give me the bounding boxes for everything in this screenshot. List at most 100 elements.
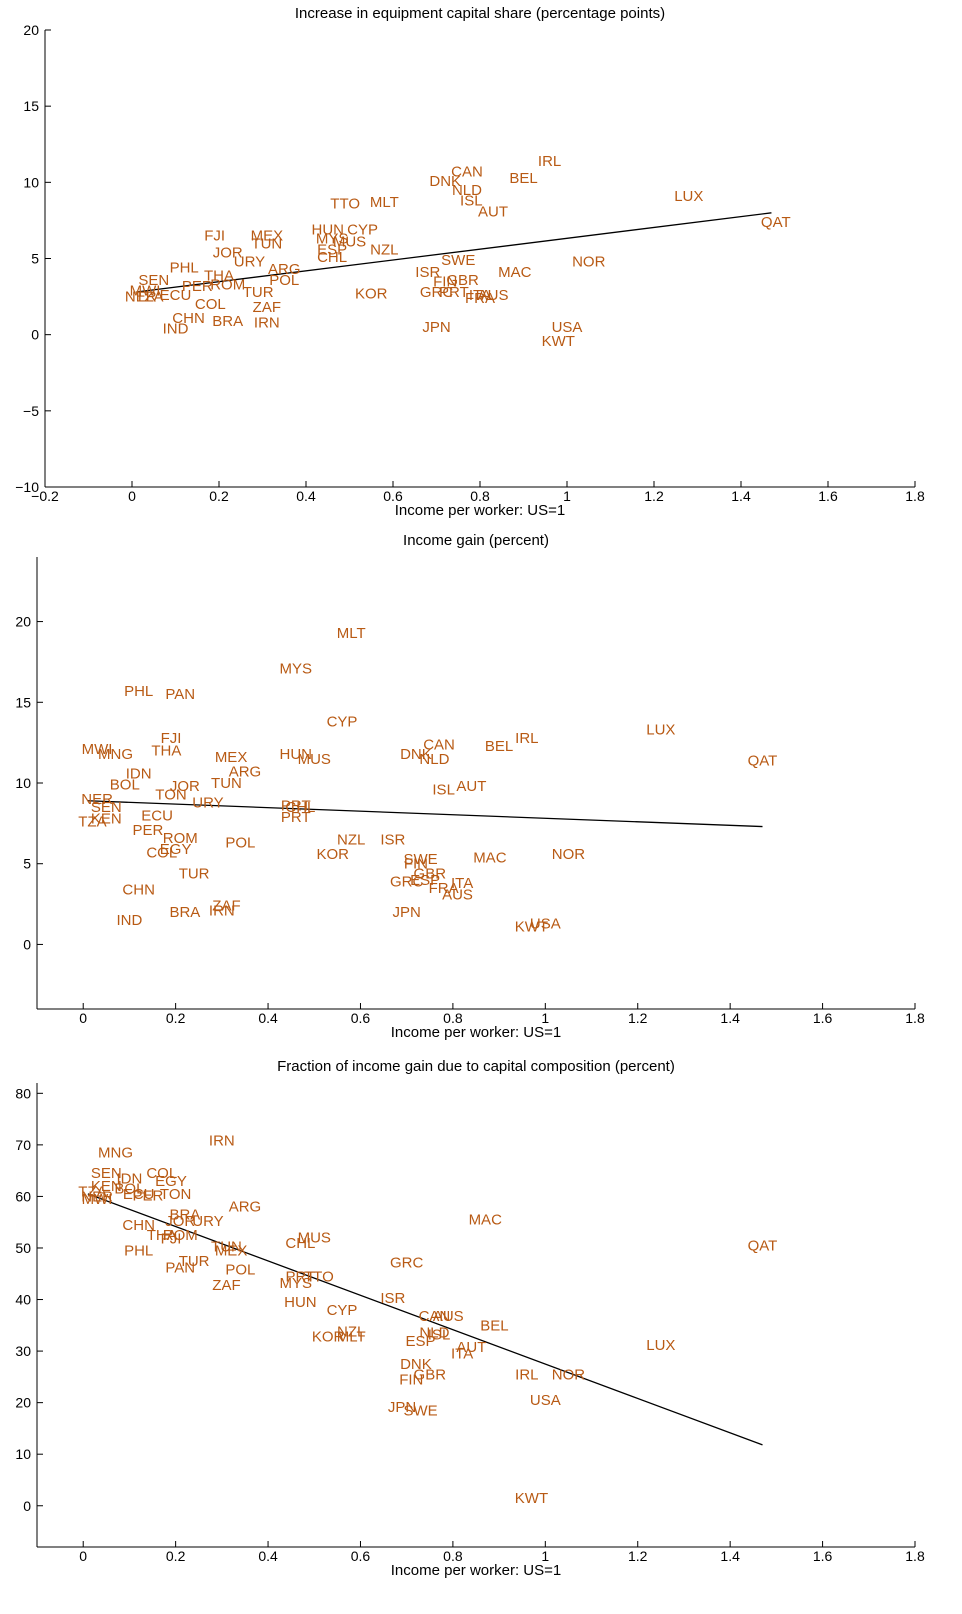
data-point-irn: IRN — [209, 903, 235, 920]
data-point-hun: HUN — [284, 1294, 317, 1311]
x-tick-label: 1.4 — [720, 1548, 740, 1564]
data-point-mac: MAC — [473, 849, 507, 866]
data-point-bra: BRA — [169, 904, 200, 921]
data-point-kwt: KWT — [515, 919, 548, 936]
data-point-grc: GRC — [390, 1254, 424, 1271]
data-point-bel: BEL — [480, 1317, 508, 1334]
x-tick-label: 0.2 — [209, 488, 229, 504]
data-point-arg: ARG — [268, 261, 301, 278]
data-point-nzl: NZL — [337, 1323, 365, 1340]
x-tick-label: 0 — [79, 1010, 87, 1026]
data-point-per: PER — [132, 822, 163, 839]
data-point-ita: ITA — [469, 287, 491, 304]
fit-line — [136, 212, 772, 293]
x-tick-label: 0 — [128, 488, 136, 504]
data-point-aut: AUT — [456, 778, 486, 795]
data-point-fin: FIN — [404, 856, 428, 873]
data-point-ita: ITA — [451, 875, 473, 892]
data-point-isr: ISR — [380, 832, 405, 849]
y-tick-label: 50 — [15, 1240, 31, 1256]
data-point-arg: ARG — [229, 764, 262, 781]
x-tick-label: 0.6 — [383, 488, 403, 504]
data-point-tur: TUR — [179, 865, 210, 882]
data-point-bel: BEL — [485, 738, 513, 755]
data-point-esp: ESP — [406, 1333, 436, 1350]
data-point-tha: THA — [204, 267, 234, 284]
data-point-ind: IND — [163, 321, 189, 338]
data-point-ecu: ECU — [141, 807, 173, 824]
data-point-aus: AUS — [442, 886, 473, 903]
data-point-nor: NOR — [552, 1366, 586, 1383]
data-point-ton: TON — [160, 1186, 191, 1203]
x-tick-label: 0.2 — [166, 1010, 186, 1026]
y-tick-label: 15 — [23, 98, 39, 114]
data-point-nld: NLD — [419, 751, 449, 768]
data-point-lux: LUX — [646, 722, 675, 739]
data-point-pol: POL — [225, 835, 255, 852]
x-tick-label: 1.4 — [731, 488, 751, 504]
y-tick-label: 10 — [23, 174, 39, 190]
data-point-zaf: ZAF — [253, 299, 281, 316]
y-tick-label: 0 — [31, 327, 39, 343]
data-point-qat: QAT — [748, 752, 778, 769]
data-point-lux: LUX — [674, 188, 703, 205]
data-point-chl: CHL — [285, 1235, 315, 1252]
data-point-jor: JOR — [213, 244, 243, 261]
data-point-fra: FRA — [465, 290, 495, 307]
x-tick-label: 1 — [541, 1010, 549, 1026]
y-tick-label: 5 — [31, 251, 39, 267]
data-point-kor: KOR — [312, 1329, 345, 1346]
y-tick-label: 30 — [15, 1343, 31, 1359]
y-tick-label: 10 — [15, 1446, 31, 1462]
data-point-hun: HUN — [280, 746, 313, 763]
x-tick-label: 1 — [541, 1548, 549, 1564]
data-point-mys: MYS — [280, 660, 313, 677]
data-point-egy: EGY — [155, 1173, 187, 1190]
data-point-nld: NLD — [452, 182, 482, 199]
data-point-jpn: JPN — [388, 1399, 416, 1416]
data-point-tza: TZA — [78, 1183, 106, 1200]
data-point-cyp: CYP — [327, 714, 358, 731]
data-point-bol: BOL — [114, 1181, 144, 1198]
data-point-gbr: GBR — [446, 272, 479, 289]
data-point-irn: IRN — [254, 314, 280, 331]
x-tick-label: 0.8 — [443, 1548, 463, 1564]
data-point-prt: PRT — [281, 809, 311, 826]
data-point-chn: CHN — [122, 882, 155, 899]
data-point-fji: FJI — [161, 730, 182, 747]
data-point-ner: NER — [81, 1188, 113, 1205]
data-point-idn: IDN — [126, 765, 152, 782]
data-point-mlt: MLT — [370, 194, 399, 211]
x-axis-label: Income per worker: US=1 — [391, 1024, 562, 1041]
data-point-irl: IRL — [515, 730, 538, 747]
data-point-bol: BOL — [110, 777, 140, 794]
data-point-cyp: CYP — [347, 222, 378, 239]
data-point-sen: SEN — [91, 799, 122, 816]
x-axis-label: Income per worker: US=1 — [391, 1562, 562, 1579]
chart-panel-2: 0 0.2 0.4 0.6 0.8 1 1.2 1.4 1.6 1.8 0 5 10 15 20 Income… — [15, 532, 925, 1041]
data-point-tza: TZA — [135, 289, 163, 306]
data-point-tun: TUN — [251, 235, 282, 252]
data-point-cyp: CYP — [327, 1302, 358, 1319]
x-tick-label: −0.2 — [31, 488, 59, 504]
y-tick-label: 40 — [15, 1292, 31, 1308]
data-point-can: CAN — [451, 164, 483, 181]
data-point-ury: URY — [234, 254, 265, 271]
data-point-per: PER — [132, 1187, 163, 1204]
data-point-mlt: MLT — [337, 625, 366, 642]
data-point-mex: MEX — [251, 228, 284, 245]
x-tick-label: 1.2 — [644, 488, 664, 504]
data-point-swe: SWE — [403, 851, 437, 868]
data-point-tha: THA — [147, 1227, 177, 1244]
fit-line — [87, 1193, 763, 1446]
data-point-isr: ISR — [380, 1290, 405, 1307]
data-point-ton: TON — [155, 786, 186, 803]
data-point-mus: MUS — [298, 1230, 331, 1247]
data-point-dnk: DNK — [400, 746, 432, 763]
data-point-isl: ISL — [460, 193, 483, 210]
data-point-ecu: ECU — [123, 1186, 155, 1203]
data-point-can: CAN — [423, 736, 455, 753]
y-tick-label: 10 — [15, 775, 31, 791]
data-point-tto: TTO — [330, 196, 360, 213]
